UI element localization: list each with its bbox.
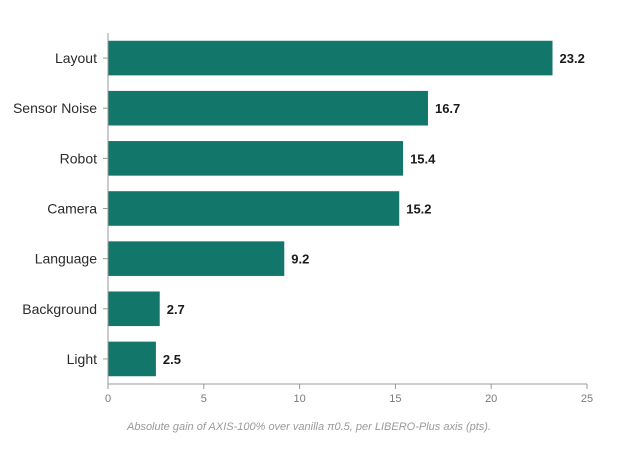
bar	[108, 141, 404, 176]
bars-layer	[108, 40, 553, 377]
bar	[108, 40, 553, 76]
data-label: 15.2	[406, 202, 431, 217]
bar	[108, 291, 160, 327]
y-tick-label: Camera	[47, 201, 97, 217]
x-tick-label: 15	[389, 393, 401, 405]
data-label: 16.7	[435, 101, 460, 116]
x-tick-label: 5	[201, 393, 207, 405]
y-tick-label: Layout	[55, 50, 97, 66]
data-label: 2.5	[163, 352, 181, 367]
bar	[108, 90, 428, 126]
x-tick-label: 25	[581, 393, 593, 405]
y-tick-label: Background	[22, 301, 97, 317]
chart-caption: Absolute gain of AXIS-100% over vanilla …	[126, 421, 492, 433]
data-label: 2.7	[167, 302, 185, 317]
x-tick-label: 0	[105, 393, 111, 405]
x-tick-label: 20	[485, 393, 497, 405]
data-label: 15.4	[410, 151, 436, 166]
labels-layer: Layout 23.2 Sensor Noise 16.7 Robot 15.4 Camer…	[13, 50, 593, 405]
y-tick-label: Language	[35, 251, 98, 267]
bar	[108, 191, 400, 226]
bar-chart: Layout 23.2 Sensor Noise 16.7 Robot 15.4 Camer…	[13, 33, 593, 405]
axes-layer	[103, 33, 588, 389]
y-tick-label: Sensor Noise	[13, 100, 97, 116]
x-tick-label: 10	[293, 393, 305, 405]
bar	[108, 341, 156, 377]
data-label: 23.2	[560, 51, 585, 66]
y-tick-label: Robot	[60, 150, 97, 166]
bar	[108, 241, 285, 276]
y-tick-label: Light	[67, 351, 97, 367]
data-label: 9.2	[291, 252, 309, 267]
